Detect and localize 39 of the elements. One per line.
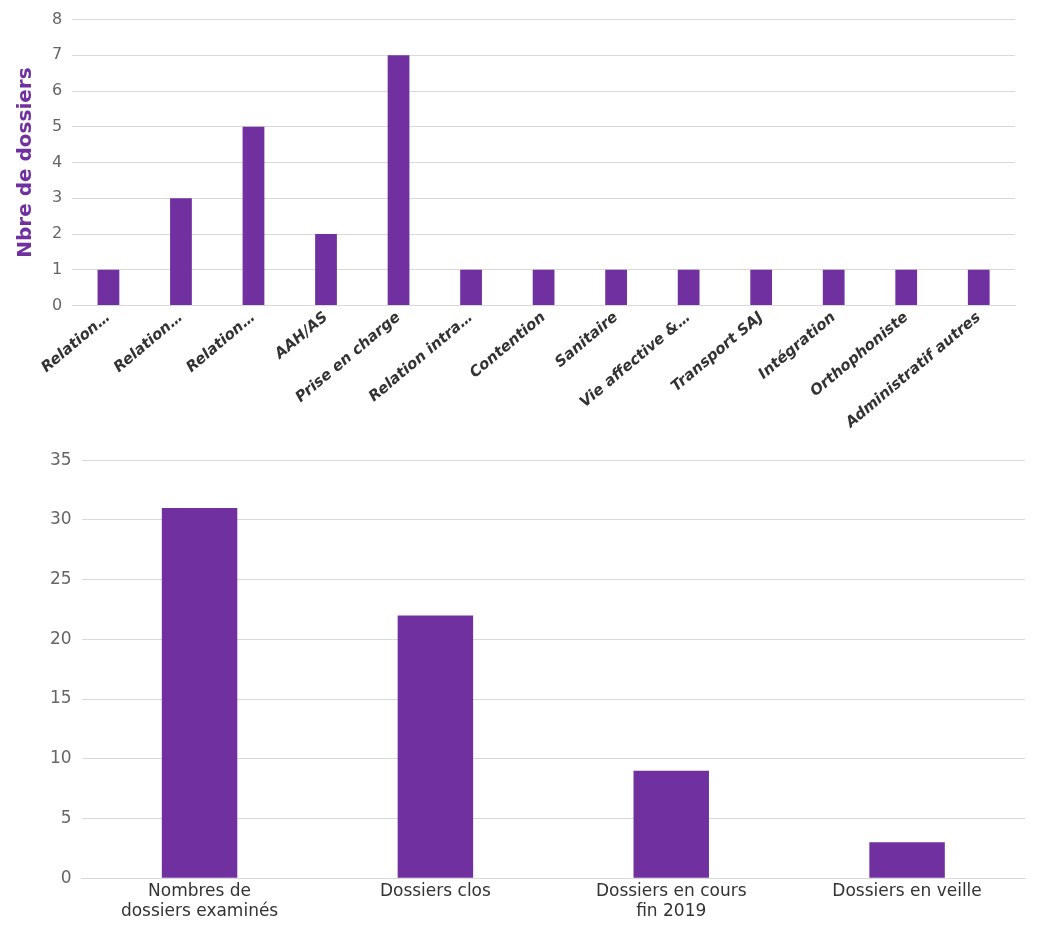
bar <box>161 507 238 878</box>
y-tick-label: 3 <box>51 187 63 207</box>
x-tick-label: Dossiers en veille <box>832 879 982 900</box>
bar <box>242 126 265 306</box>
y-tick-label: 10 <box>49 747 72 768</box>
bar <box>633 770 709 878</box>
bar <box>677 269 700 306</box>
y-tick-label: 1 <box>51 258 63 278</box>
y-tick-label: 6 <box>51 80 63 100</box>
y-tick-label: 5 <box>51 115 63 135</box>
y-axis-title: Nbre de dossiers <box>12 67 37 258</box>
y-tick-label: 0 <box>60 866 72 887</box>
bar <box>387 55 410 306</box>
y-tick-label: 20 <box>49 627 72 648</box>
bar <box>315 234 337 306</box>
y-tick-label: 5 <box>60 806 72 827</box>
y-tick-label: 8 <box>51 8 63 28</box>
bar <box>460 269 482 306</box>
y-tick-label: 15 <box>49 687 72 708</box>
x-tick-label: Dossiers en cours fin 2019 <box>595 879 747 921</box>
y-tick-label: 7 <box>51 44 63 64</box>
y-tick-label: 25 <box>49 568 72 589</box>
y-tick-label: 35 <box>49 448 72 469</box>
y-tick-label: 30 <box>49 508 72 529</box>
bar <box>750 269 773 306</box>
bar <box>397 615 474 878</box>
y-tick-label: 2 <box>51 223 63 243</box>
y-tick-label: 0 <box>51 294 63 314</box>
bar <box>170 198 192 306</box>
x-tick-label: Nombres de dossiers examinés <box>120 879 279 921</box>
bar <box>97 269 120 306</box>
bar <box>967 269 990 306</box>
bar <box>605 269 627 306</box>
bar <box>822 269 845 306</box>
y-tick-label: 4 <box>51 151 63 171</box>
bar <box>895 269 918 306</box>
bar <box>869 842 945 878</box>
x-tick-label: Dossiers clos <box>379 879 492 900</box>
bar <box>532 269 555 306</box>
